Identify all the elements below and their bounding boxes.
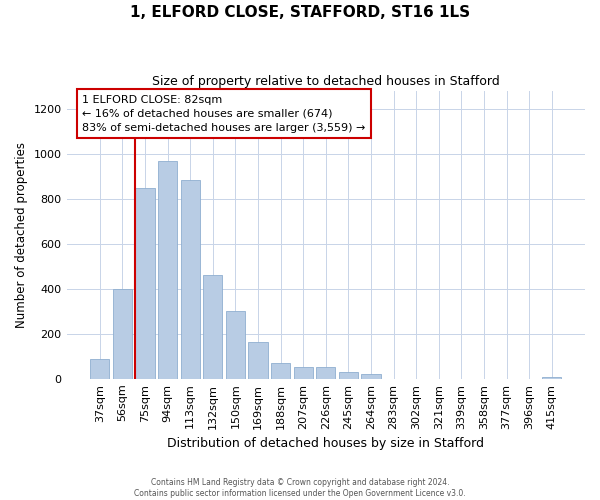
Bar xyxy=(293,367,313,379)
Title: Size of property relative to detached houses in Stafford: Size of property relative to detached ho… xyxy=(152,75,500,88)
Bar xyxy=(271,362,290,379)
Bar xyxy=(226,311,245,379)
Bar xyxy=(181,180,200,379)
Bar xyxy=(248,342,268,379)
Bar xyxy=(339,372,358,379)
Bar xyxy=(361,374,380,379)
Y-axis label: Number of detached properties: Number of detached properties xyxy=(15,142,28,328)
Text: 1, ELFORD CLOSE, STAFFORD, ST16 1LS: 1, ELFORD CLOSE, STAFFORD, ST16 1LS xyxy=(130,5,470,20)
Bar xyxy=(316,367,335,379)
Bar xyxy=(203,275,223,379)
Bar xyxy=(136,188,155,379)
X-axis label: Distribution of detached houses by size in Stafford: Distribution of detached houses by size … xyxy=(167,437,484,450)
Bar xyxy=(158,161,177,379)
Text: Contains HM Land Registry data © Crown copyright and database right 2024.
Contai: Contains HM Land Registry data © Crown c… xyxy=(134,478,466,498)
Bar xyxy=(113,288,132,379)
Bar xyxy=(542,376,562,379)
Bar xyxy=(90,358,109,379)
Text: 1 ELFORD CLOSE: 82sqm
← 16% of detached houses are smaller (674)
83% of semi-det: 1 ELFORD CLOSE: 82sqm ← 16% of detached … xyxy=(82,95,365,133)
